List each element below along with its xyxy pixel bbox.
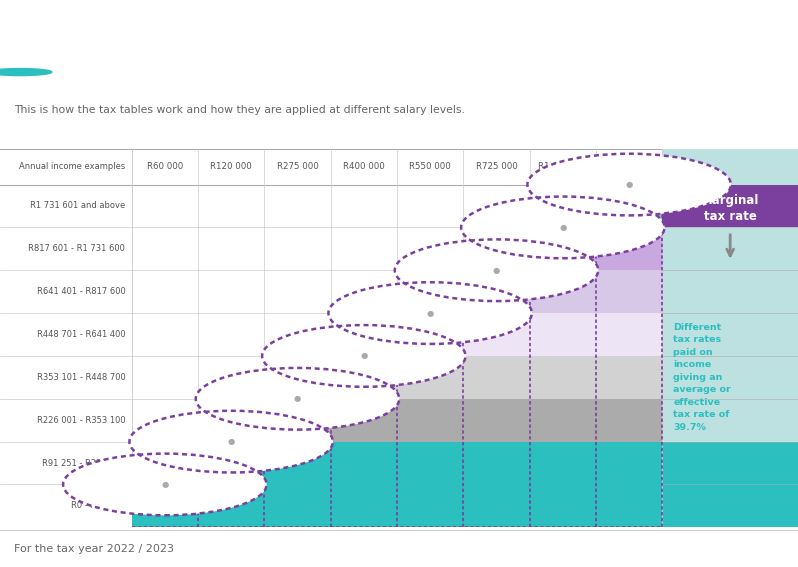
Text: ●: ● xyxy=(360,352,367,361)
Bar xyxy=(397,399,464,442)
Bar xyxy=(330,356,397,399)
Text: 26% tax rate: 26% tax rate xyxy=(271,417,324,423)
Bar xyxy=(596,356,662,399)
Text: This is how the tax tables work and how they are applied at different salary lev: This is how the tax tables work and how … xyxy=(14,105,465,116)
Text: Different
tax rates
paid on
income
giving an
average or
effective
tax rate of
39: Different tax rates paid on income givin… xyxy=(674,323,731,432)
Bar xyxy=(397,356,464,399)
Bar xyxy=(662,150,798,527)
Bar xyxy=(330,399,397,442)
Text: 41% tax rate: 41% tax rate xyxy=(537,246,589,252)
Bar xyxy=(530,313,596,356)
Text: R550 000: R550 000 xyxy=(409,163,451,171)
Ellipse shape xyxy=(262,325,465,387)
Bar xyxy=(464,442,530,484)
Text: R448 701 - R641 400: R448 701 - R641 400 xyxy=(37,330,125,339)
Text: Annual income examples: Annual income examples xyxy=(19,163,125,171)
Text: ●: ● xyxy=(227,437,235,446)
Bar xyxy=(662,185,798,227)
Bar xyxy=(397,484,464,527)
Text: 45% tax rate: 45% tax rate xyxy=(603,203,655,209)
Text: ●: ● xyxy=(427,308,434,318)
Text: R0 - R91 250: R0 - R91 250 xyxy=(71,501,125,510)
Ellipse shape xyxy=(461,197,665,258)
Text: R817 601 - R1 731 600: R817 601 - R1 731 600 xyxy=(29,244,125,253)
Text: 39% tax rate: 39% tax rate xyxy=(470,289,523,295)
Text: R641 401 - R817 600: R641 401 - R817 600 xyxy=(37,287,125,296)
Text: R226 001 - R353 100: R226 001 - R353 100 xyxy=(37,416,125,425)
Text: ●: ● xyxy=(559,223,567,232)
Text: ●: ● xyxy=(626,180,633,189)
Bar xyxy=(530,356,596,399)
Bar xyxy=(330,484,397,527)
Ellipse shape xyxy=(395,239,598,301)
Bar xyxy=(530,270,596,313)
Bar xyxy=(596,399,662,442)
Text: R353 101 - R448 700: R353 101 - R448 700 xyxy=(37,373,125,382)
Bar xyxy=(264,484,330,527)
Text: ●: ● xyxy=(161,480,168,489)
Bar xyxy=(264,442,330,484)
Text: R275 000: R275 000 xyxy=(277,163,318,171)
Text: 31% tax rate: 31% tax rate xyxy=(338,374,390,380)
Bar xyxy=(530,399,596,442)
Bar xyxy=(596,442,662,484)
Bar xyxy=(464,270,530,313)
Text: 0% tax rate: 0% tax rate xyxy=(141,503,188,509)
Bar xyxy=(132,484,198,527)
Ellipse shape xyxy=(63,454,267,515)
Bar xyxy=(596,270,662,313)
Text: R60 000: R60 000 xyxy=(147,163,183,171)
Text: R400 000: R400 000 xyxy=(343,163,385,171)
Text: R1 000 000: R1 000 000 xyxy=(538,163,588,171)
Text: How the tax tables work: How the tax tables work xyxy=(52,30,452,58)
Bar xyxy=(596,185,662,227)
Text: 36% tax rate: 36% tax rate xyxy=(404,332,456,337)
Text: For the tax year 2022 / 2023: For the tax year 2022 / 2023 xyxy=(14,544,175,554)
Bar xyxy=(530,442,596,484)
Bar xyxy=(464,484,530,527)
Text: R725 000: R725 000 xyxy=(476,163,517,171)
Ellipse shape xyxy=(129,411,333,472)
Bar xyxy=(397,442,464,484)
Text: R3 000 000: R3 000 000 xyxy=(604,163,654,171)
Bar xyxy=(662,442,798,527)
Bar xyxy=(596,313,662,356)
Bar xyxy=(464,399,530,442)
Text: ☟: ☟ xyxy=(8,23,32,61)
Bar xyxy=(264,399,330,442)
Bar xyxy=(198,484,264,527)
Text: 18% tax rate: 18% tax rate xyxy=(205,460,257,466)
Ellipse shape xyxy=(196,368,399,430)
Bar xyxy=(596,484,662,527)
Bar xyxy=(596,227,662,270)
Text: Marginal
tax rate: Marginal tax rate xyxy=(701,193,760,223)
Ellipse shape xyxy=(329,282,532,344)
Text: ●: ● xyxy=(493,266,500,275)
Bar xyxy=(530,484,596,527)
Bar xyxy=(397,313,464,356)
Bar xyxy=(198,442,264,484)
Bar xyxy=(464,313,530,356)
Circle shape xyxy=(0,69,52,75)
Text: ●: ● xyxy=(294,394,301,403)
Ellipse shape xyxy=(527,154,731,215)
Bar xyxy=(530,227,596,270)
Bar xyxy=(464,356,530,399)
Bar xyxy=(330,442,397,484)
Text: 45% tax rate: 45% tax rate xyxy=(602,201,657,210)
Text: R91 251 - R226 000: R91 251 - R226 000 xyxy=(42,459,125,468)
Text: R1 731 601 and above: R1 731 601 and above xyxy=(30,201,125,210)
Text: R120 000: R120 000 xyxy=(211,163,252,171)
